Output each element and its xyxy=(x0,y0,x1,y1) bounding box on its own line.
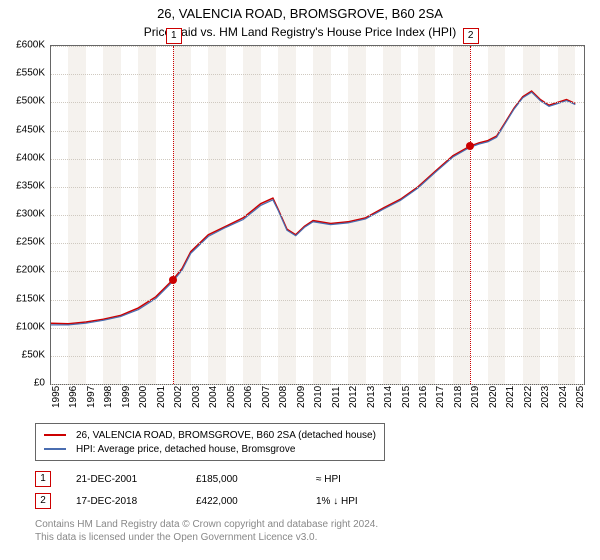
x-axis-label: 2004 xyxy=(208,386,219,408)
y-axis-label: £50K xyxy=(0,349,45,360)
grid-line-h xyxy=(51,74,584,75)
y-axis-label: £600K xyxy=(0,40,45,51)
sale-row-price: £185,000 xyxy=(196,474,316,485)
sale-marker-line xyxy=(470,46,471,384)
x-axis-label: 2005 xyxy=(226,386,237,408)
sale-marker-line xyxy=(173,46,174,384)
grid-line-h xyxy=(51,328,584,329)
sale-row-marker: 1 xyxy=(35,471,51,487)
sale-row-price: £422,000 xyxy=(196,496,316,507)
sale-row-marker: 2 xyxy=(35,493,51,509)
x-axis-label: 2025 xyxy=(575,386,586,408)
grid-line-h xyxy=(51,356,584,357)
x-axis-label: 2009 xyxy=(296,386,307,408)
grid-line-h xyxy=(51,187,584,188)
x-axis-label: 2011 xyxy=(331,386,342,408)
chart-plot-area: 1995199619971998199920002001200220032004… xyxy=(50,45,585,385)
y-axis-label: £550K xyxy=(0,68,45,79)
legend-swatch xyxy=(44,434,66,436)
x-axis-label: 2001 xyxy=(156,386,167,408)
x-axis-label: 2015 xyxy=(401,386,412,408)
y-axis-label: £250K xyxy=(0,237,45,248)
x-axis-label: 1995 xyxy=(51,386,62,408)
grid-line-h xyxy=(51,131,584,132)
x-axis-label: 2000 xyxy=(138,386,149,408)
grid-line-h xyxy=(51,271,584,272)
sale-row: 1 21-DEC-2001£185,000≈ HPI xyxy=(35,468,396,490)
x-axis-label: 2003 xyxy=(191,386,202,408)
sale-row: 2 17-DEC-2018£422,0001% ↓ HPI xyxy=(35,490,396,512)
x-axis-label: 1998 xyxy=(103,386,114,408)
legend-label: HPI: Average price, detached house, Brom… xyxy=(76,444,295,455)
footer-line1: Contains HM Land Registry data © Crown c… xyxy=(35,518,378,531)
sale-row-delta: ≈ HPI xyxy=(316,474,396,485)
series-property xyxy=(51,91,575,324)
sale-marker-dot xyxy=(466,142,474,150)
x-axis-label: 2010 xyxy=(313,386,324,408)
sales-table: 1 21-DEC-2001£185,000≈ HPI 2 17-DEC-2018£42… xyxy=(35,468,396,512)
series-hpi xyxy=(51,92,575,325)
x-axis-label: 2018 xyxy=(453,386,464,408)
x-axis-label: 2013 xyxy=(366,386,377,408)
x-axis-label: 2023 xyxy=(540,386,551,408)
chart-legend: 26, VALENCIA ROAD, BROMSGROVE, B60 2SA (… xyxy=(35,423,385,461)
x-axis-label: 2016 xyxy=(418,386,429,408)
footer-line2: This data is licensed under the Open Gov… xyxy=(35,531,378,544)
legend-label: 26, VALENCIA ROAD, BROMSGROVE, B60 2SA (… xyxy=(76,430,376,441)
y-axis-label: £400K xyxy=(0,152,45,163)
grid-line-h xyxy=(51,159,584,160)
x-axis-label: 2002 xyxy=(173,386,184,408)
x-axis-label: 2021 xyxy=(505,386,516,408)
y-axis-label: £100K xyxy=(0,321,45,332)
x-axis-label: 2006 xyxy=(243,386,254,408)
y-axis-label: £200K xyxy=(0,265,45,276)
x-axis-label: 1997 xyxy=(86,386,97,408)
footer-attribution: Contains HM Land Registry data © Crown c… xyxy=(35,518,378,544)
grid-line-h xyxy=(51,46,584,47)
y-axis-label: £150K xyxy=(0,293,45,304)
sale-marker-flag: 2 xyxy=(463,28,479,44)
legend-item: HPI: Average price, detached house, Brom… xyxy=(44,442,376,456)
x-axis-label: 1996 xyxy=(68,386,79,408)
legend-item: 26, VALENCIA ROAD, BROMSGROVE, B60 2SA (… xyxy=(44,428,376,442)
y-axis-label: £0 xyxy=(0,378,45,389)
x-axis-label: 2019 xyxy=(470,386,481,408)
y-axis-label: £300K xyxy=(0,209,45,220)
sale-marker-flag: 1 xyxy=(166,28,182,44)
x-axis-label: 2022 xyxy=(523,386,534,408)
y-axis-label: £350K xyxy=(0,180,45,191)
x-axis-label: 2014 xyxy=(383,386,394,408)
grid-line-h xyxy=(51,243,584,244)
sale-marker-dot xyxy=(169,276,177,284)
chart-subtitle: Price paid vs. HM Land Registry's House … xyxy=(0,23,600,41)
sale-row-delta: 1% ↓ HPI xyxy=(316,496,396,507)
x-axis-label: 2007 xyxy=(261,386,272,408)
x-axis-label: 2017 xyxy=(435,386,446,408)
grid-line-h xyxy=(51,102,584,103)
x-axis-label: 2024 xyxy=(558,386,569,408)
sale-row-date: 21-DEC-2001 xyxy=(76,474,196,485)
legend-swatch xyxy=(44,448,66,450)
chart-title: 26, VALENCIA ROAD, BROMSGROVE, B60 2SA xyxy=(0,0,600,23)
x-axis-label: 2020 xyxy=(488,386,499,408)
x-axis-label: 1999 xyxy=(121,386,132,408)
sale-row-date: 17-DEC-2018 xyxy=(76,496,196,507)
grid-line-h xyxy=(51,215,584,216)
x-axis-label: 2008 xyxy=(278,386,289,408)
y-axis-label: £450K xyxy=(0,124,45,135)
grid-line-h xyxy=(51,300,584,301)
y-axis-label: £500K xyxy=(0,96,45,107)
x-axis-label: 2012 xyxy=(348,386,359,408)
